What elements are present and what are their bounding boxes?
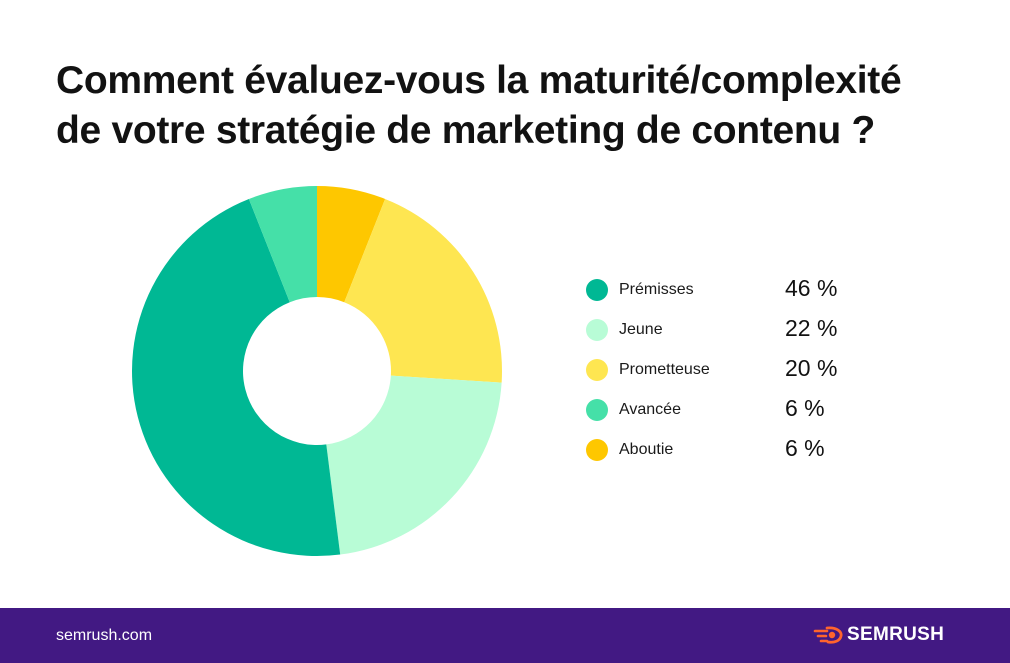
legend-value-avancee: 6 %: [785, 395, 825, 421]
legend-item-avancee: Avancée 6 %: [586, 389, 886, 429]
chart-title-line-1: Comment évaluez-vous la maturité/complex…: [56, 59, 902, 102]
legend-swatch-avancee: [586, 399, 608, 421]
legend-swatch-jeune: [586, 319, 608, 341]
legend-item-prometteuse: Prometteuse 20 %: [586, 349, 886, 389]
legend-item-premisses: Prémisses 46 %: [586, 269, 886, 309]
donut-slice-prometteuse: [344, 198, 502, 383]
chart-legend: Prémisses 46 % Jeune 22 % Prometteuse 20…: [586, 269, 886, 469]
legend-value-prometteuse: 20 %: [785, 355, 838, 381]
legend-swatch-prometteuse: [586, 359, 608, 381]
legend-item-jeune: Jeune 22 %: [586, 309, 886, 349]
legend-label-premisses: Prémisses: [619, 281, 694, 298]
donut-slice-jeune: [326, 375, 502, 555]
legend-item-aboutie: Aboutie 6 %: [586, 429, 886, 469]
legend-label-avancee: Avancée: [619, 401, 681, 418]
donut-slice-avancee: [248, 186, 317, 303]
footer-url: semrush.com: [56, 627, 153, 644]
legend-value-premisses: 46 %: [785, 275, 838, 301]
chart-title-line-2: de votre stratégie de marketing de conte…: [56, 109, 875, 152]
legend-swatch-premisses: [586, 279, 608, 301]
footer-bar: semrush.com SEMRUSH: [0, 608, 1010, 663]
donut-chart: [132, 186, 502, 557]
legend-label-jeune: Jeune: [619, 321, 663, 338]
legend-label-aboutie: Aboutie: [619, 441, 674, 458]
chart-title: Comment évaluez-vous la maturité/complex…: [56, 56, 976, 156]
brand-name: SEMRUSH: [847, 624, 945, 645]
donut-slice-premisses: [132, 198, 341, 557]
legend-label-prometteuse: Prometteuse: [619, 361, 710, 378]
donut-slice-aboutie: [317, 186, 386, 303]
semrush-flame-icon: [813, 626, 843, 644]
legend-value-jeune: 22 %: [785, 315, 838, 341]
legend-value-aboutie: 6 %: [785, 435, 825, 461]
legend-swatch-aboutie: [586, 439, 608, 461]
